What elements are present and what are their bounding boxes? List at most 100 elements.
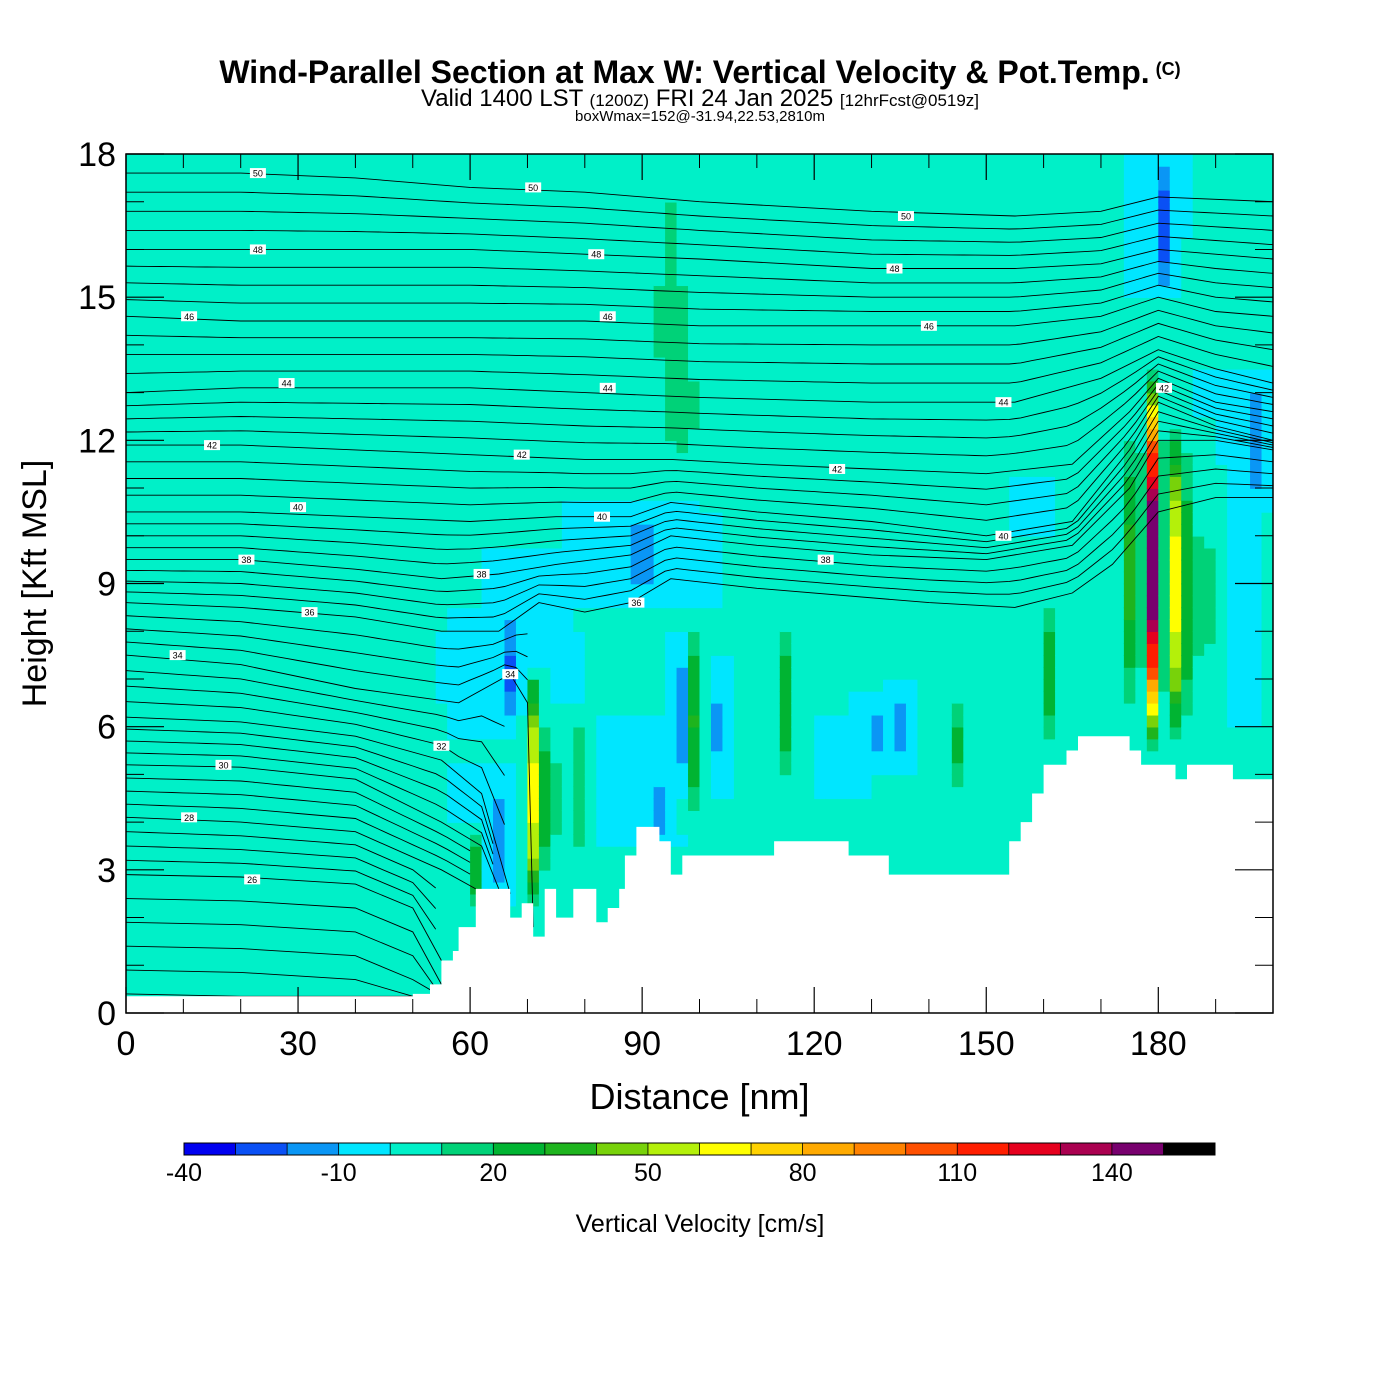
- w-cell: [378, 678, 391, 692]
- w-cell: [860, 380, 873, 394]
- w-cell: [584, 643, 598, 656]
- w-cell: [424, 392, 437, 406]
- w-cell: [791, 488, 804, 501]
- w-cell: [137, 893, 150, 907]
- w-cell: [217, 488, 231, 501]
- w-cell: [860, 762, 873, 776]
- w-cell: [527, 810, 540, 823]
- w-cell: [814, 690, 827, 704]
- w-cell: [538, 237, 552, 251]
- w-cell: [493, 523, 506, 537]
- w-cell: [355, 965, 368, 979]
- w-cell: [378, 476, 391, 489]
- w-cell: [206, 774, 219, 788]
- w-cell: [309, 857, 322, 871]
- w-cell: [481, 225, 494, 239]
- w-cell: [160, 440, 173, 454]
- w-cell: [584, 213, 598, 227]
- w-cell: [447, 213, 460, 227]
- w-cell: [665, 225, 678, 239]
- w-cell: [401, 595, 414, 609]
- w-cell: [756, 428, 770, 442]
- w-cell: [504, 714, 517, 728]
- w-cell: [653, 165, 666, 179]
- w-cell: [366, 857, 380, 871]
- w-cell: [229, 678, 242, 692]
- w-cell: [860, 249, 873, 263]
- w-cell: [825, 332, 838, 346]
- w-cell: [802, 619, 815, 633]
- w-cell: [252, 344, 265, 358]
- w-cell: [550, 595, 563, 609]
- w-cell: [366, 237, 380, 251]
- w-cell: [286, 953, 299, 967]
- w-cell: [688, 380, 701, 394]
- w-cell: [596, 667, 609, 680]
- w-cell: [642, 332, 655, 346]
- w-cell: [401, 523, 414, 537]
- w-cell: [447, 523, 460, 537]
- w-cell: [389, 321, 403, 334]
- w-cell: [252, 834, 265, 847]
- w-cell: [206, 977, 219, 990]
- w-cell: [470, 499, 483, 513]
- w-cell: [275, 547, 288, 561]
- w-cell: [320, 523, 334, 537]
- w-cell: [401, 845, 414, 859]
- w-cell: [286, 655, 299, 668]
- w-cell: [458, 750, 471, 764]
- w-cell: [688, 774, 701, 788]
- w-cell: [206, 810, 219, 823]
- w-cell: [263, 583, 276, 597]
- w-cell: [458, 189, 471, 203]
- w-cell: [584, 356, 598, 370]
- w-cell: [768, 678, 781, 692]
- w-cell: [515, 762, 529, 776]
- w-cell: [699, 631, 712, 644]
- w-cell: [263, 762, 276, 776]
- w-cell: [527, 643, 540, 656]
- w-cell: [435, 714, 448, 728]
- w-cell: [171, 834, 185, 847]
- w-cell: [596, 428, 609, 442]
- w-cell: [447, 941, 460, 955]
- w-cell: [791, 690, 804, 704]
- w-cell: [320, 452, 334, 465]
- w-cell: [756, 607, 770, 621]
- w-cell: [470, 440, 483, 454]
- w-cell: [825, 714, 838, 728]
- w-cell: [412, 726, 426, 740]
- w-cell: [148, 559, 162, 573]
- w-cell: [481, 488, 494, 501]
- w-cell: [710, 834, 724, 847]
- w-cell: [424, 237, 437, 251]
- w-cell: [561, 643, 575, 656]
- w-cell: [894, 440, 907, 454]
- w-cell: [160, 547, 173, 561]
- w-cell: [493, 488, 506, 501]
- w-cell: [481, 476, 494, 489]
- w-cell: [584, 380, 598, 394]
- w-cell: [688, 810, 701, 823]
- w-cell: [814, 273, 827, 287]
- w-cell: [905, 857, 919, 871]
- w-cell: [481, 547, 494, 561]
- w-cell: [619, 523, 632, 537]
- w-cell: [538, 607, 552, 621]
- w-cell: [194, 165, 208, 179]
- w-cell: [275, 941, 288, 955]
- w-cell: [710, 810, 724, 823]
- w-cell: [481, 440, 494, 454]
- w-cell: [504, 165, 517, 179]
- w-cell: [252, 881, 265, 895]
- w-cell: [137, 881, 150, 895]
- w-cell: [126, 356, 139, 370]
- w-cell: [481, 738, 494, 752]
- w-cell: [561, 559, 575, 573]
- w-cell: [320, 845, 334, 859]
- w-cell: [137, 929, 150, 943]
- w-cell: [733, 583, 747, 597]
- w-cell: [320, 953, 334, 967]
- w-cell: [378, 810, 391, 823]
- w-cell: [148, 822, 162, 835]
